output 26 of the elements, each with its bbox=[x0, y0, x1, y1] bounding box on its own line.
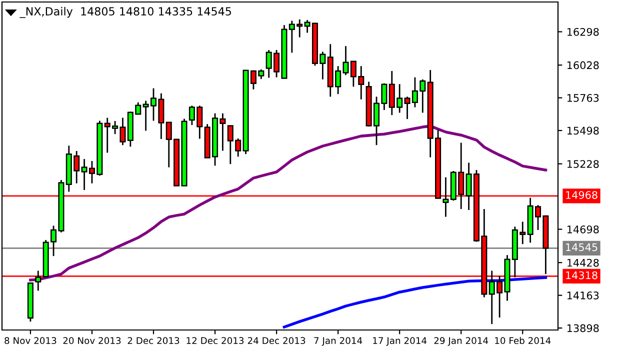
x-tick-label: 12 Dec 2013 bbox=[186, 337, 244, 344]
x-tick-label: 20 Nov 2013 bbox=[63, 337, 121, 344]
ref-line-label: 14318 bbox=[566, 271, 598, 280]
y-tick-label: 14698 bbox=[567, 225, 599, 234]
chart-title: _NX,Daily 14805 14810 14335 14545 bbox=[20, 6, 231, 18]
y-tick-label: 15498 bbox=[567, 126, 599, 135]
ref-line-label: 14545 bbox=[566, 243, 598, 252]
x-tick-label: 24 Dec 2013 bbox=[248, 337, 306, 344]
x-tick-label: 7 Jan 2014 bbox=[314, 337, 362, 346]
x-tick-label: 17 Jan 2014 bbox=[373, 337, 427, 346]
y-tick-label: 14163 bbox=[567, 292, 599, 300]
line-series bbox=[29, 124, 548, 282]
x-tick-label: 10 Feb 2014 bbox=[495, 336, 551, 344]
candlestick bbox=[35, 270, 42, 292]
y-tick-label: 15763 bbox=[567, 94, 599, 102]
line-series bbox=[282, 276, 548, 328]
y-tick-label: 15228 bbox=[567, 160, 599, 168]
x-tick-label: 8 Nov 2013 bbox=[4, 337, 56, 344]
y-tick-label: 16298 bbox=[567, 28, 599, 36]
y-tick-label: 14428 bbox=[567, 258, 599, 267]
x-tick-label: 29 Jan 2014 bbox=[434, 337, 488, 346]
x-tick-label: 2 Dec 2013 bbox=[128, 337, 180, 344]
y-tick-label: 13898 bbox=[567, 324, 599, 332]
y-tick-label: 16028 bbox=[567, 61, 599, 70]
ref-line-label: 14968 bbox=[566, 191, 598, 199]
candlestick bbox=[442, 176, 449, 218]
